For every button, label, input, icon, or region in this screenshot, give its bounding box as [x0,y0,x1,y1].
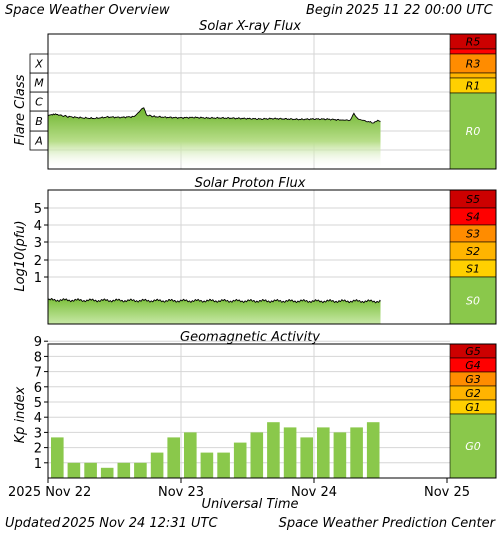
xray-class-label: M [34,77,44,90]
xray-title: Solar X-ray Flux [199,19,301,34]
geomag-ytick-label: 2 [34,442,42,457]
kp-bar [283,427,297,478]
geomag-plot-bg [48,344,450,478]
kp-bar [217,452,230,478]
proton-scale-s0 [449,276,497,325]
kp-bar [200,452,214,478]
geomag-ytick-label: 6 [34,381,42,396]
kp-bar [366,422,380,478]
xray-scale-label: R3 [466,58,481,71]
x-tick-label: Nov 23 [158,485,204,500]
geomag-ytick-label: 5 [34,396,42,411]
proton-title: Solar Proton Flux [195,176,306,191]
proton-ytick-label: 4 [34,219,42,234]
xray-scale-label: R0 [466,125,481,138]
x-axis-label: Universal Time [201,497,298,512]
kp-bar [350,427,363,478]
credit-text: Space Weather Prediction Center [279,516,497,531]
kp-bar [333,432,347,478]
updated-label: Updated [5,516,61,531]
xray-scale-label: R5 [466,36,481,49]
geomag-scale-label: G1 [465,401,481,414]
xray-class-label: B [35,115,43,128]
proton-panel: 1 2 3 4 5 S5 S4 S3 S2 S1 S0 [34,189,497,325]
geomag-ytick-label: 7 [34,366,42,381]
page-title: Space Weather Overview [5,3,170,18]
xray-class-label: C [35,96,43,109]
kp-bar [167,437,180,478]
geomag-scale-label: G3 [465,373,481,386]
geomag-scale-label: G0 [465,440,481,453]
geomag-scale-label: G2 [465,387,481,400]
kp-bar [134,462,147,478]
geomag-ytick-label: 9 [34,335,42,350]
kp-bar [67,462,81,478]
geomag-ytick-label: 4 [34,411,42,426]
geomag-ytick-label: 3 [34,426,42,441]
geomag-title: Geomagnetic Activity [180,330,320,345]
proton-ytick-label: 1 [34,271,42,286]
geomag-frame [47,343,497,479]
geomag-ytick-label: 1 [34,457,42,472]
kp-bar [150,452,164,478]
geomag-ytick-label: 8 [34,350,42,365]
kp-bar [117,462,131,478]
proton-flux-line [47,298,381,304]
proton-scale-label: S5 [466,193,480,206]
proton-scale-label: S3 [466,228,480,241]
kp-bar [84,462,97,478]
proton-frame [47,189,497,325]
proton-scale-label: S1 [466,263,480,276]
proton-scale-label: S0 [466,295,480,308]
begin-label: Begin [306,3,343,18]
kp-bar [267,422,280,478]
proton-ytick-label: 2 [34,254,42,269]
x-tick-label: Nov 24 [291,485,337,500]
proton-flux-area [48,298,381,324]
geomag-scale-label: G4 [465,359,481,372]
xray-scale-r2 [449,72,497,79]
x-axis: 2025 Nov 22 Nov 23 Nov 24 Nov 25 [8,478,470,500]
kp-bar [300,437,313,478]
updated-time: 2025 Nov 24 12:31 UTC [62,516,218,531]
xray-frame [47,33,497,170]
proton-ytick-label: 5 [34,202,42,217]
x-tick-label: 2025 Nov 22 [8,485,91,500]
proton-scale-label: S2 [466,245,480,258]
xray-scale-r0 [449,92,497,170]
kp-bar [184,432,197,478]
xray-class-label: X [34,58,43,71]
xray-ylabel: Flare Class [13,74,28,145]
xray-scale-label: R1 [466,80,481,93]
kp-bar [317,427,330,478]
proton-ytick-label: 3 [34,236,42,251]
proton-ylabel: Log10(pfu) [13,220,28,291]
kp-bar [233,442,247,478]
proton-scale-label: S4 [466,211,480,224]
x-tick-label: Nov 25 [424,485,470,500]
kp-bar [100,467,114,478]
kp-bar [51,437,64,478]
xray-class-label: A [34,135,43,148]
geomag-ylabel: Kp index [13,386,28,443]
xray-scale-r4 [449,48,497,55]
begin-time: 2025 11 22 00:00 UTC [346,3,494,18]
geomag-scale-label: G5 [465,345,481,358]
xray-flux-area [48,107,381,169]
xray-flux-line [47,107,381,124]
kp-bar [250,432,264,478]
